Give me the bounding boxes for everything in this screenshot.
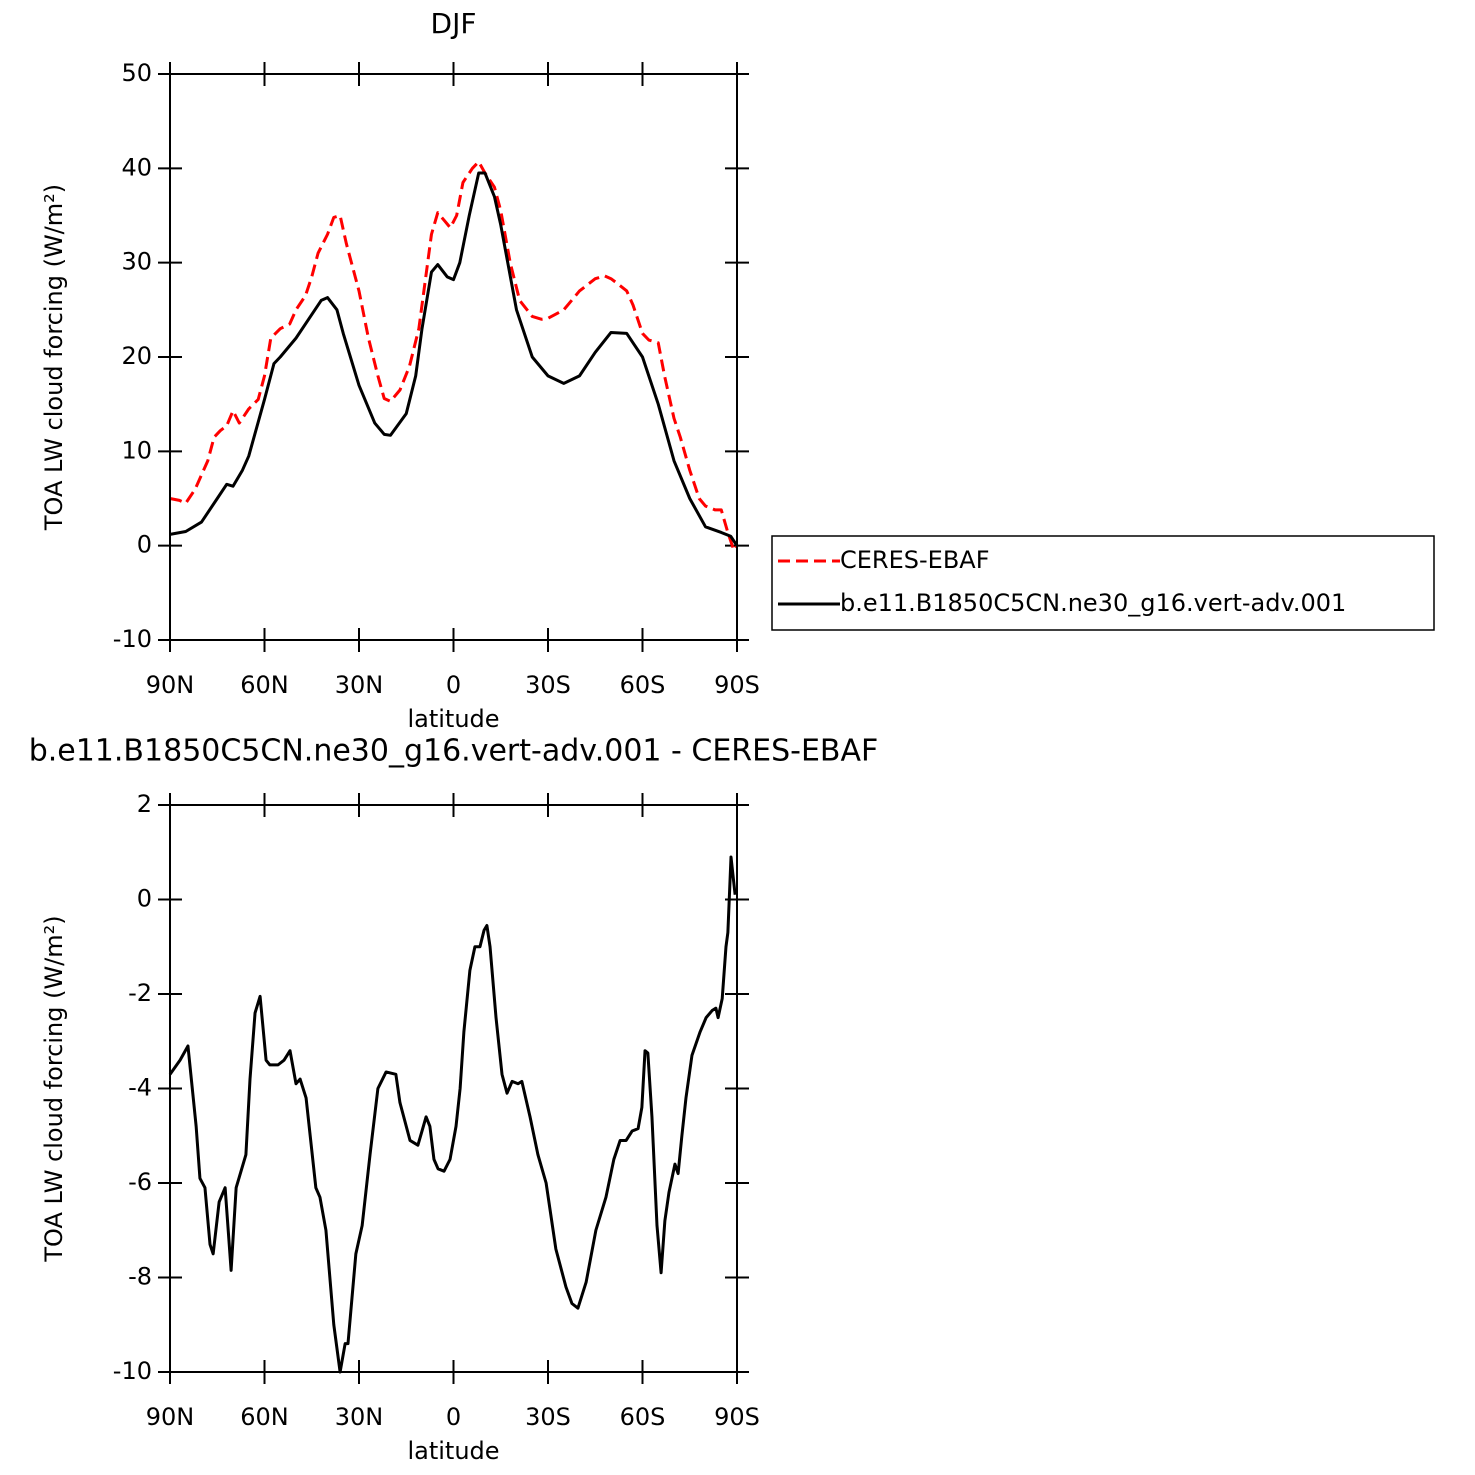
x-tick-label: 30S — [525, 671, 571, 699]
y-axis-label: TOA LW cloud forcing (W/m²) — [40, 184, 68, 531]
x-tick-label: 30N — [335, 671, 384, 699]
y-tick-label: 20 — [121, 342, 152, 370]
x-tick-label: 90N — [146, 671, 195, 699]
chart-title: b.e11.B1850C5CN.ne30_g16.vert-adv.001 - … — [29, 734, 879, 769]
x-axis-label: latitude — [407, 705, 499, 733]
chart-title: DJF — [431, 7, 477, 40]
y-tick-label: 10 — [121, 436, 152, 464]
y-tick-label: -10 — [113, 625, 152, 653]
y-tick-label: -4 — [128, 1074, 152, 1102]
legend-label: CERES-EBAF — [840, 546, 990, 574]
x-tick-label: 60N — [240, 1403, 289, 1431]
x-tick-label: 60S — [620, 1403, 666, 1431]
y-axis-label: TOA LW cloud forcing (W/m²) — [40, 915, 68, 1262]
x-tick-label: 60N — [240, 671, 289, 699]
x-tick-label: 30N — [335, 1403, 384, 1431]
y-tick-label: 0 — [137, 885, 152, 913]
x-tick-label: 0 — [446, 671, 461, 699]
plot-frame — [169, 804, 738, 1373]
y-tick-label: -8 — [128, 1263, 152, 1291]
data-line — [168, 855, 737, 1374]
legend-label: b.e11.B1850C5CN.ne30_g16.vert-adv.001 — [840, 589, 1346, 617]
x-tick-label: 0 — [446, 1403, 461, 1431]
legend-box — [771, 535, 1435, 631]
y-tick-label: 30 — [121, 248, 152, 276]
x-tick-label: 60S — [620, 671, 666, 699]
x-tick-label: 30S — [525, 1403, 571, 1431]
data-line — [169, 160, 739, 552]
y-tick-label: 40 — [121, 153, 152, 181]
x-axis-label: latitude — [407, 1437, 499, 1465]
y-tick-label: -2 — [128, 979, 152, 1007]
y-tick-label: -6 — [128, 1168, 152, 1196]
x-tick-label: 90N — [146, 1403, 195, 1431]
y-tick-label: 50 — [121, 59, 152, 87]
y-tick-label: -10 — [113, 1357, 152, 1385]
x-tick-label: 90S — [714, 1403, 760, 1431]
plot-frame — [169, 73, 738, 641]
x-tick-label: 90S — [714, 671, 760, 699]
y-tick-label: 0 — [137, 531, 152, 559]
data-line — [169, 171, 739, 547]
y-tick-label: 2 — [137, 790, 152, 818]
